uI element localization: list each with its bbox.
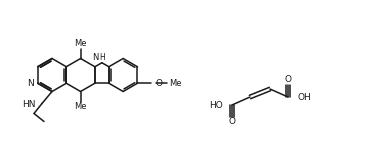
Text: OH: OH [297, 92, 311, 102]
Text: O: O [228, 118, 235, 126]
Text: HO: HO [209, 101, 223, 110]
Text: N: N [27, 79, 34, 88]
Text: O: O [285, 75, 291, 84]
Text: HN: HN [23, 100, 36, 109]
Text: N: N [92, 53, 99, 62]
Text: O: O [156, 79, 163, 88]
Text: Me: Me [74, 102, 87, 111]
Text: Me: Me [169, 79, 182, 88]
Text: Me: Me [74, 39, 87, 48]
Text: H: H [99, 53, 105, 62]
